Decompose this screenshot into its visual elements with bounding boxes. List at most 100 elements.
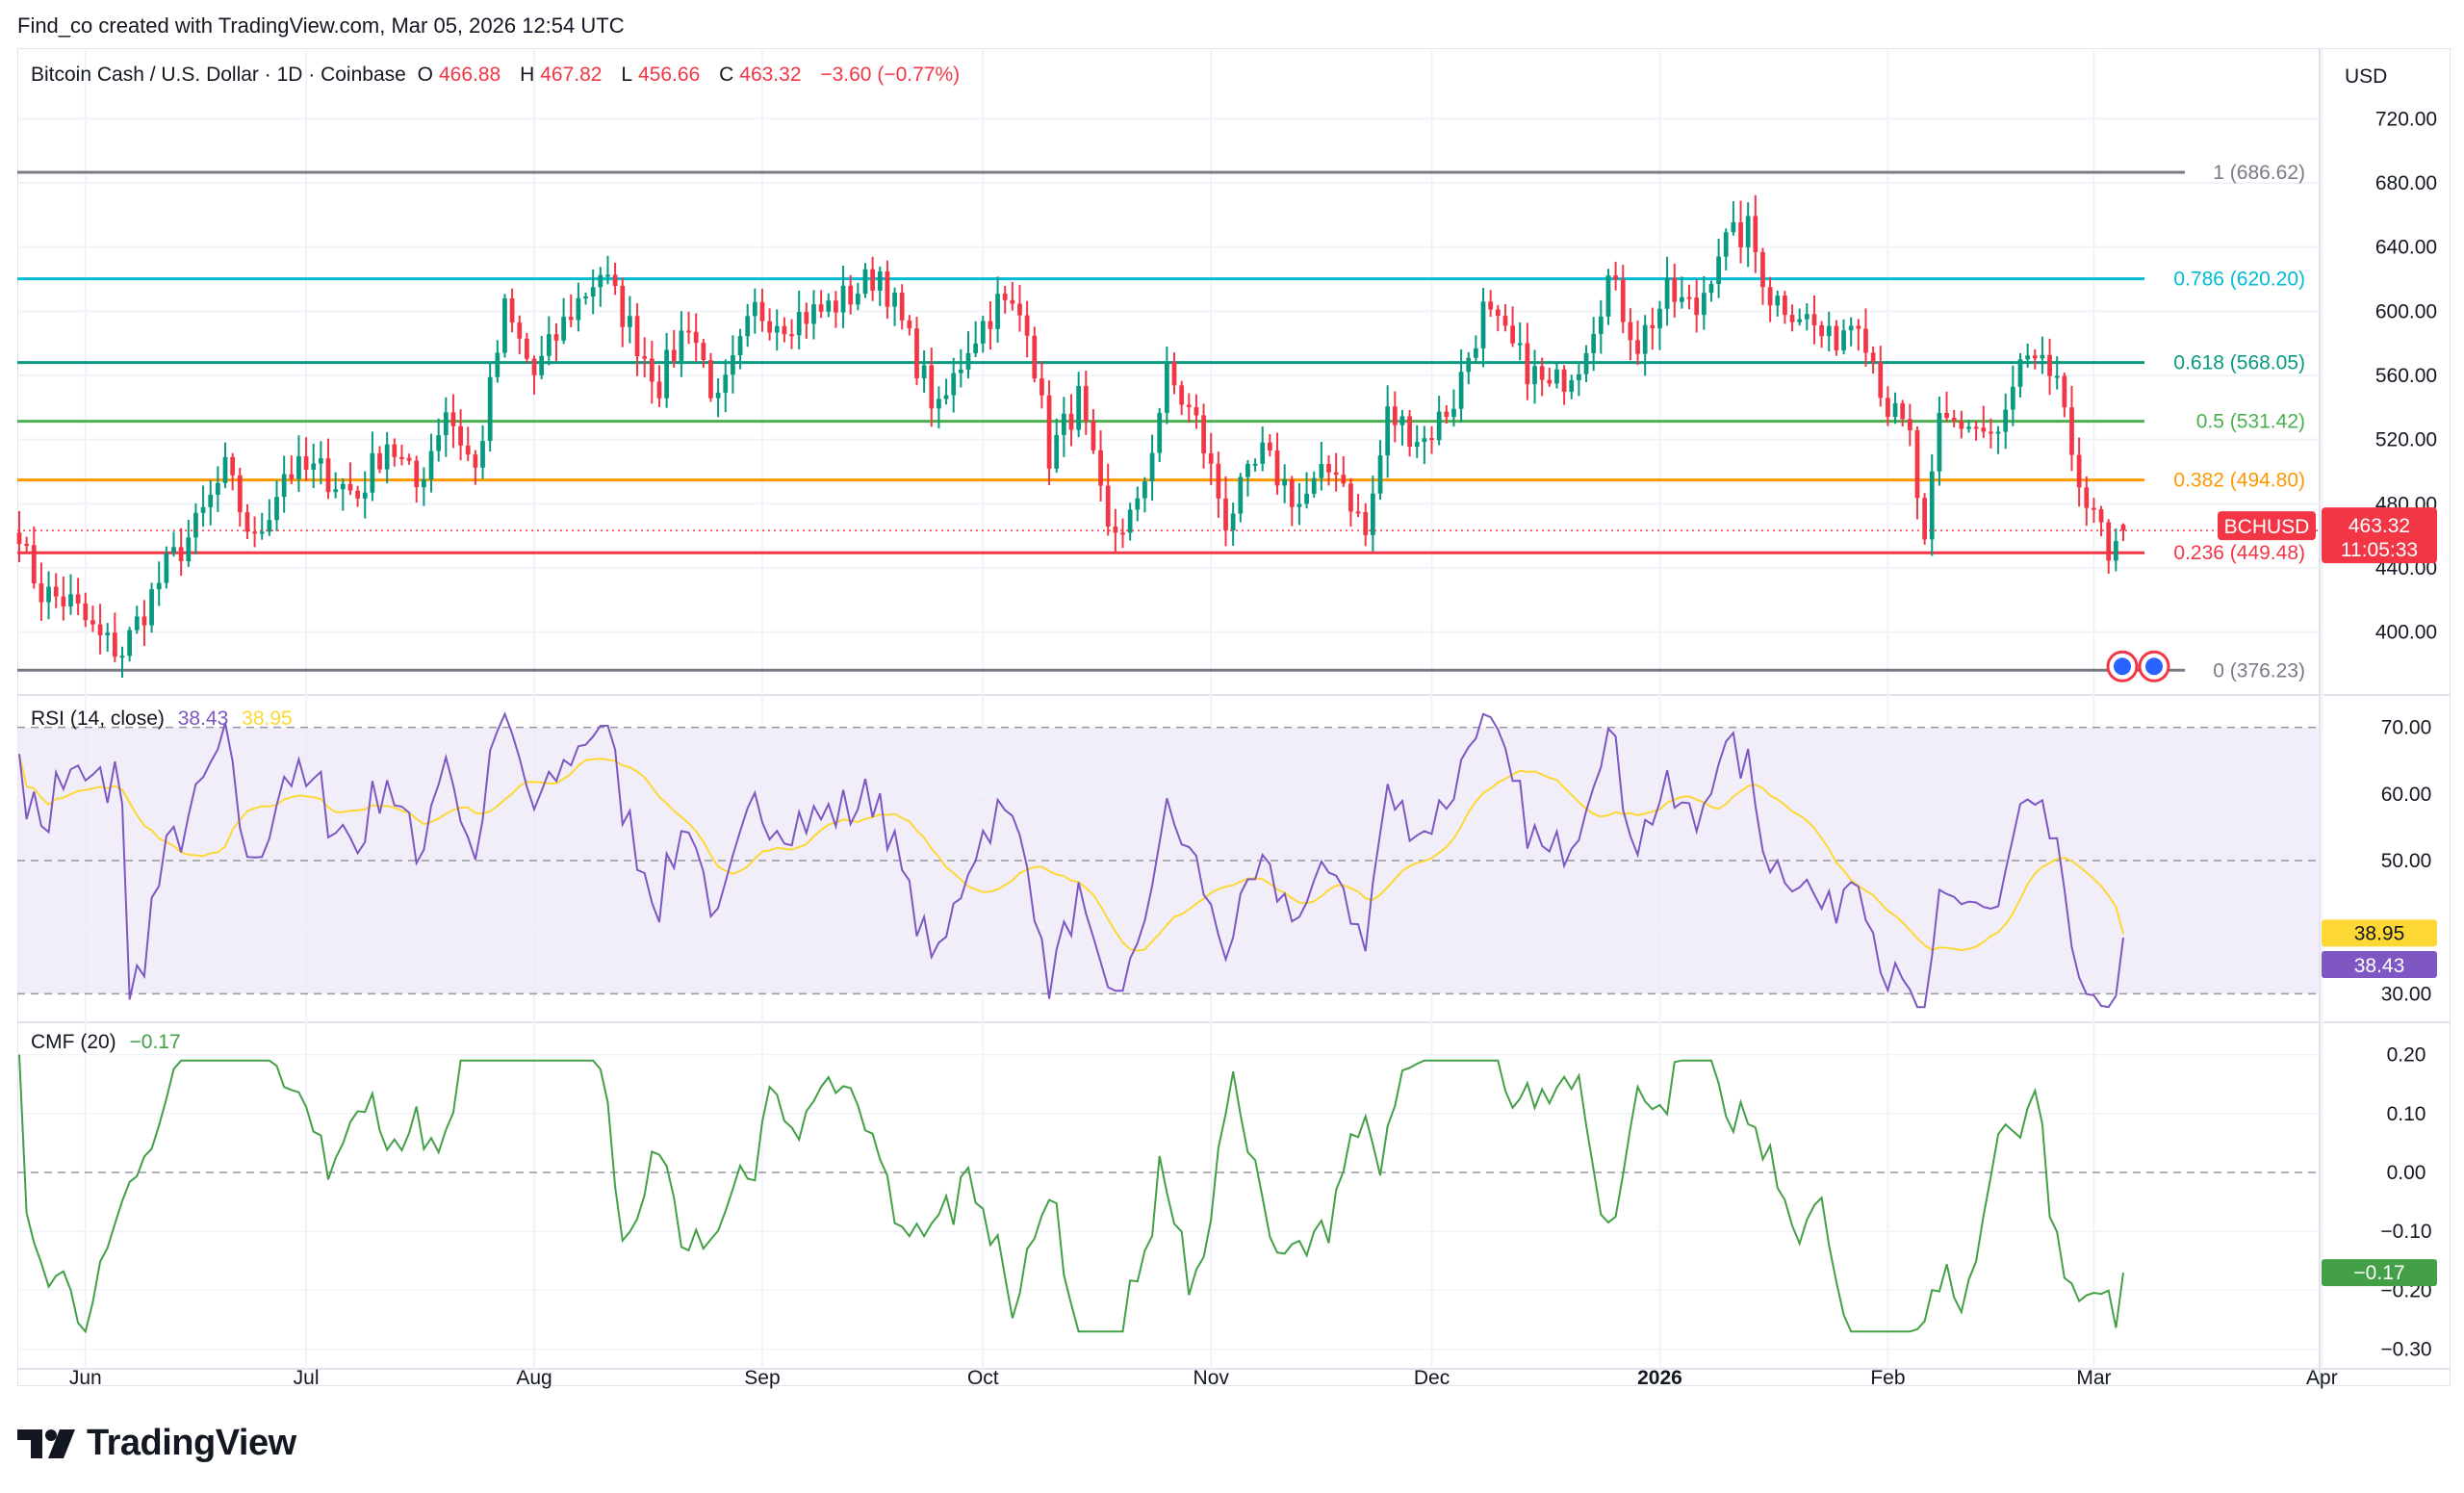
tradingview-logo[interactable]: TradingView (17, 1423, 296, 1464)
candle-body (1230, 513, 1236, 531)
rsi-tick-label: 30.00 (2381, 983, 2432, 1005)
candle-body (679, 330, 684, 362)
candle-body (186, 537, 192, 561)
fib-level-label: 0.382 (494.80) (2173, 470, 2305, 492)
candle-body (171, 547, 176, 553)
candle-body (1032, 335, 1038, 379)
candle-body (1385, 406, 1391, 456)
time-axis-label: 2026 (1637, 1367, 1682, 1389)
candle-body (1488, 301, 1494, 310)
candle-body (2032, 355, 2038, 359)
candle-body (1510, 325, 1515, 344)
candle-body (965, 352, 971, 370)
cmf-tick-label: 0.00 (2387, 1162, 2426, 1184)
chart-canvas[interactable]: Jun Jul Aug Sep Oct Nov Dec 2026 Feb Mar Apr 720.00… (0, 0, 2464, 1405)
candles-group (16, 194, 2126, 678)
candle-body (1098, 450, 1103, 486)
candle-body (1289, 479, 1295, 507)
candle-body (1554, 369, 1559, 384)
fib-level-label: 0.5 (531.42) (2196, 411, 2305, 433)
candle-body (355, 490, 360, 499)
candle-body (1620, 279, 1626, 322)
candle-body (1046, 395, 1052, 469)
candle-body (1363, 511, 1369, 535)
candle-body (2106, 522, 2112, 561)
candle-body (289, 474, 295, 479)
candle-body (1811, 314, 1817, 325)
candle-body (1502, 316, 1508, 326)
candle-body (789, 334, 794, 337)
candle-body (2017, 359, 2023, 387)
candle-body (1583, 352, 1589, 374)
candle-body (1841, 330, 1846, 350)
rsi-tick-label: 60.00 (2381, 784, 2432, 806)
cmf-legend[interactable]: CMF (20) −0.17 (31, 1031, 181, 1054)
candle-body (804, 312, 809, 324)
candle-body (848, 285, 854, 305)
candle-body (1797, 319, 1803, 322)
rsi-title: RSI (14, close) (31, 708, 165, 730)
candle-body (1760, 251, 1765, 288)
candle-body (134, 616, 140, 631)
tradingview-logo-text: TradingView (87, 1423, 296, 1463)
candle-body (1628, 322, 1633, 341)
candle-body (1716, 256, 1721, 284)
symbol-legend[interactable]: Bitcoin Cash / U.S. Dollar · 1D · Coinba… (31, 64, 973, 87)
candle-body (422, 479, 426, 488)
candle-body (1701, 293, 1707, 316)
symbol-title[interactable]: Bitcoin Cash / U.S. Dollar · 1D · Coinba… (31, 64, 406, 86)
candle-body (450, 412, 456, 426)
candle-body (370, 452, 375, 493)
candle-body (951, 373, 957, 396)
candle-body (774, 325, 780, 333)
candle-body (200, 506, 206, 513)
currency-selector[interactable]: USD (2345, 65, 2388, 88)
high-value: 467.82 (540, 64, 603, 86)
candle-body (1650, 324, 1656, 329)
candle-body (1083, 385, 1089, 422)
candle-body (1495, 309, 1501, 317)
candle-body (1458, 372, 1464, 409)
candle-body (1738, 221, 1743, 247)
cmf-tick-label: 0.20 (2387, 1044, 2426, 1067)
candle-body (2040, 354, 2045, 359)
candle-body (75, 594, 81, 604)
candle-body (568, 317, 574, 321)
rsi-legend[interactable]: RSI (14, close) 38.43 38.95 (31, 708, 293, 731)
candle-body (988, 321, 993, 329)
cmf-title: CMF (20) (31, 1031, 116, 1053)
candle-body (1076, 385, 1082, 430)
candle-body (2113, 541, 2118, 561)
candle-body (53, 586, 59, 597)
candle-body (811, 304, 816, 324)
candle-body (958, 369, 963, 373)
candle-body (1605, 275, 1611, 317)
candle-body (480, 441, 485, 468)
candle-body (1268, 442, 1272, 450)
candle-body (715, 392, 721, 399)
candle-body (1848, 325, 1854, 331)
time-axis-label: Mar (2076, 1367, 2111, 1389)
candle-body (68, 594, 73, 607)
candle-body (1951, 418, 1957, 422)
cmf-value-tag: −0.17 (2353, 1262, 2404, 1284)
candle-body (16, 532, 22, 544)
price-tick-label: 560.00 (2375, 365, 2437, 387)
symbol-tag: BCHUSD (2224, 516, 2310, 538)
candle-body (1914, 429, 1920, 499)
candle-body (1017, 303, 1022, 316)
rsi-ma-tag-bg (2322, 919, 2437, 947)
candle-body (1819, 324, 1824, 337)
candle-body (1407, 416, 1412, 448)
candle-body (1164, 361, 1169, 413)
candle-body (561, 317, 566, 341)
candle-body (502, 298, 507, 353)
candle-body (590, 287, 596, 296)
chart-frame (17, 48, 2451, 1386)
candle-body (303, 455, 309, 470)
candle-body (2025, 355, 2031, 360)
candle-body (1642, 324, 1648, 354)
candle-body (546, 334, 552, 356)
candle-body (1120, 532, 1125, 535)
candle-body (1142, 480, 1147, 499)
